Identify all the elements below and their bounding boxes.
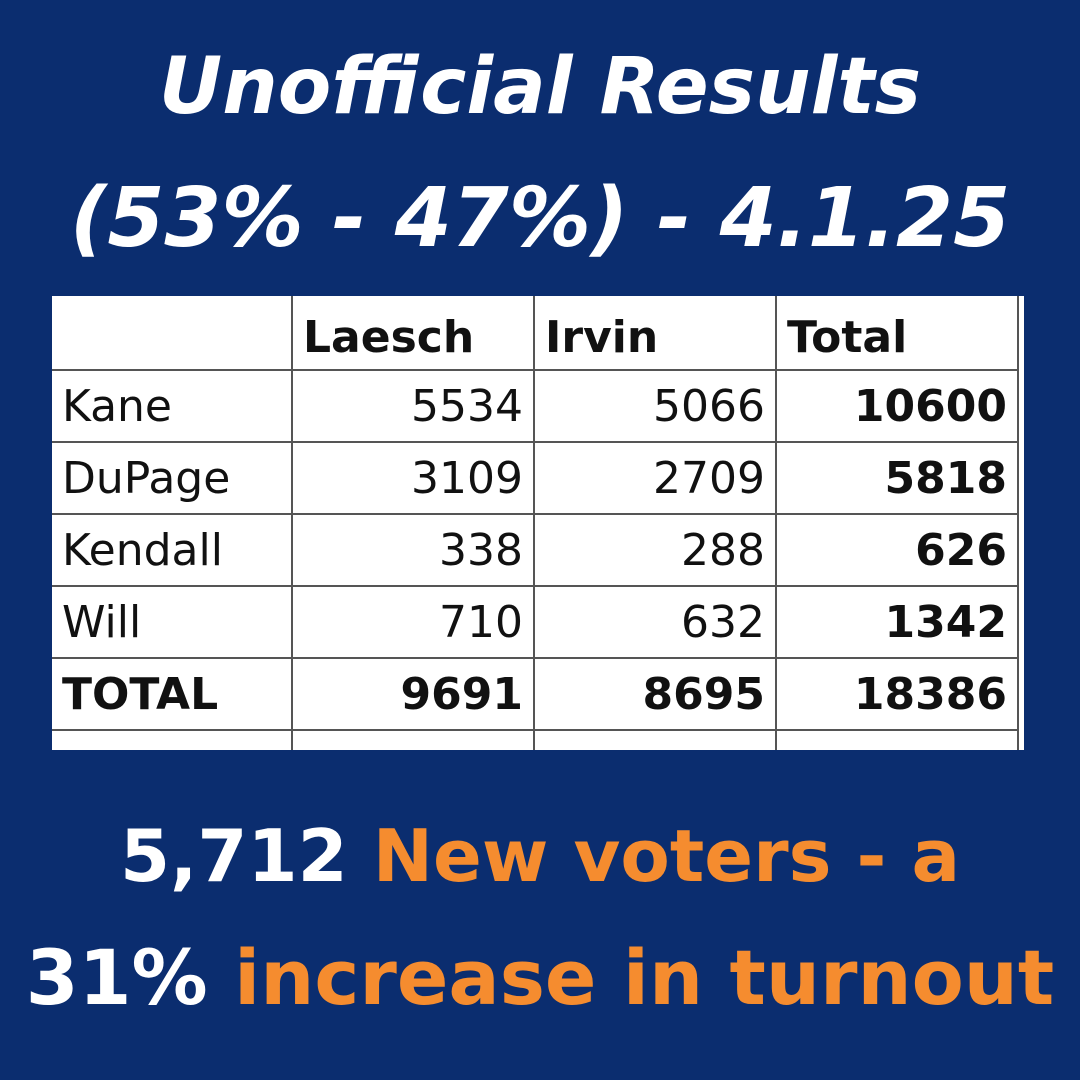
new-voters-text: New voters - a (372, 814, 961, 898)
empty-cell (776, 730, 1019, 750)
empty-cell (534, 730, 777, 750)
grand-total-cell: 18386 (776, 658, 1019, 731)
laesch-total-cell: 9691 (292, 658, 535, 731)
empty-cell (52, 730, 293, 750)
table-row: Will 710 632 1342 (52, 586, 1019, 659)
irvin-cell: 288 (534, 514, 777, 587)
total-label-cell: TOTAL (52, 658, 293, 731)
header-cell-irvin: Irvin (534, 296, 777, 371)
table-row: DuPage 3109 2709 5818 (52, 442, 1019, 515)
headline-percent-date: (53% - 47%) - 4.1.25 (69, 171, 1011, 266)
laesch-cell: 338 (292, 514, 535, 587)
new-voters-line: 5,712 New voters - a (0, 820, 1080, 892)
laesch-cell: 5534 (292, 370, 535, 443)
turnout-text: increase in turnout (234, 933, 1055, 1022)
turnout-percent: 31% (25, 933, 208, 1022)
table-row: Kendall 338 288 626 (52, 514, 1019, 587)
table-header-row: Laesch Irvin Total (52, 296, 1019, 371)
results-spreadsheet: Laesch Irvin Total Kane 5534 5066 10600 … (52, 296, 1024, 750)
header-cell-county (52, 296, 293, 371)
irvin-cell: 632 (534, 586, 777, 659)
county-cell: Kendall (52, 514, 293, 587)
total-cell: 1342 (776, 586, 1019, 659)
county-cell: Kane (52, 370, 293, 443)
total-cell: 626 (776, 514, 1019, 587)
headline-title: Unofficial Results (158, 42, 922, 132)
total-cell: 5818 (776, 442, 1019, 515)
header-cell-laesch: Laesch (292, 296, 535, 371)
table-total-row: TOTAL 9691 8695 18386 (52, 658, 1019, 731)
county-cell: DuPage (52, 442, 293, 515)
laesch-cell: 3109 (292, 442, 535, 515)
irvin-cell: 5066 (534, 370, 777, 443)
table-row: Kane 5534 5066 10600 (52, 370, 1019, 443)
turnout-line: 31% increase in turnout (0, 940, 1080, 1016)
county-cell: Will (52, 586, 293, 659)
irvin-total-cell: 8695 (534, 658, 777, 731)
new-voters-count: 5,712 (119, 814, 348, 898)
header-cell-total: Total (776, 296, 1019, 371)
irvin-cell: 2709 (534, 442, 777, 515)
empty-cell (292, 730, 535, 750)
total-cell: 10600 (776, 370, 1019, 443)
table-empty-row (52, 730, 1019, 750)
laesch-cell: 710 (292, 586, 535, 659)
results-table: Laesch Irvin Total Kane 5534 5066 10600 … (52, 296, 1019, 750)
